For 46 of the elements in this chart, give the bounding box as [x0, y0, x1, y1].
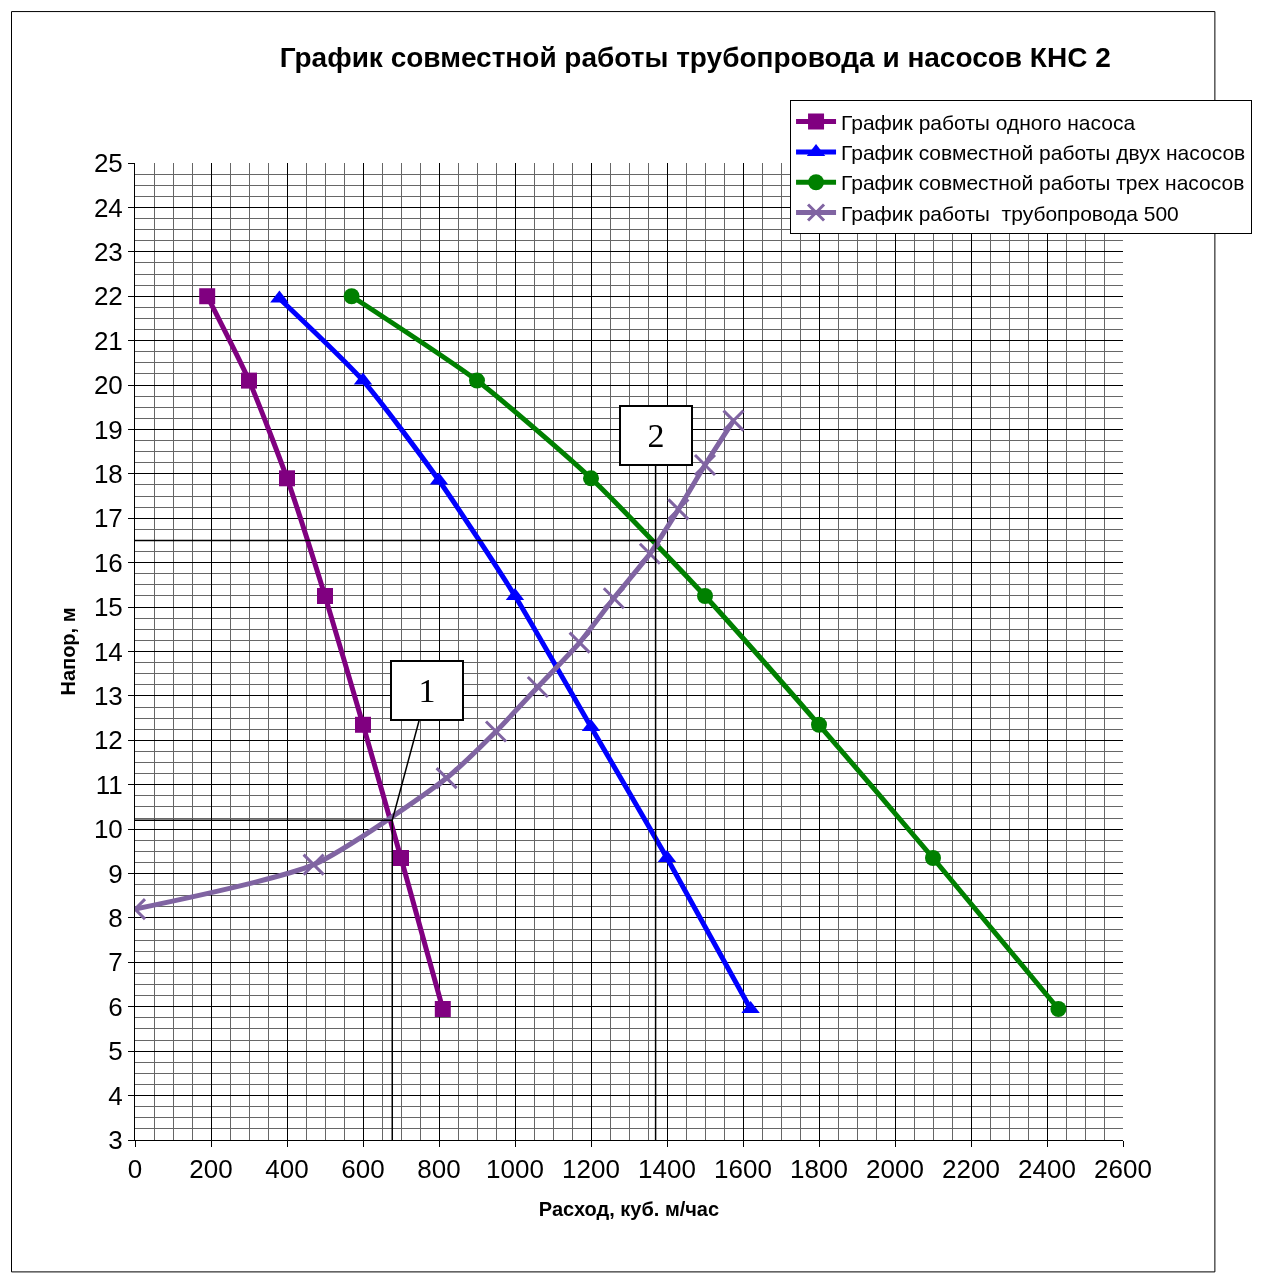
y-tick-label: 6: [108, 991, 123, 1022]
legend-label: График работы трубопровода 500: [841, 201, 1179, 225]
x-tick-label: 1200: [562, 1154, 620, 1185]
legend-label: График совместной работы трех насосов: [841, 171, 1245, 195]
y-tick-label: 5: [108, 1036, 123, 1067]
y-tick-label: 7: [108, 947, 123, 978]
y-tick-label: 15: [93, 592, 123, 623]
x-tick-label: 800: [417, 1154, 461, 1185]
y-tick-label: 14: [93, 636, 123, 667]
x-tick-label: 2400: [1018, 1154, 1076, 1185]
legend-label: График совместной работы двух насосов: [841, 141, 1246, 165]
y-tick-label: 3: [108, 1125, 123, 1156]
annotation: 1: [418, 672, 436, 709]
y-tick-label: 25: [93, 148, 123, 179]
x-tick-label: 1600: [714, 1154, 772, 1185]
x-tick-label: 2200: [942, 1154, 1000, 1185]
x-tick-label: 2000: [866, 1154, 924, 1185]
y-tick-label: 11: [95, 769, 123, 800]
x-tick-label: 1000: [486, 1154, 544, 1185]
x-tick-label: 2600: [1094, 1154, 1152, 1185]
y-tick-label: 10: [93, 814, 123, 845]
y-tick-label: 8: [108, 903, 123, 934]
y-tick-label: 4: [108, 1080, 123, 1111]
y-tick-label: 22: [93, 281, 123, 312]
y-tick-label: 12: [93, 725, 123, 756]
y-tick-label: 19: [93, 414, 123, 445]
x-tick-label: 600: [341, 1154, 385, 1185]
y-axis-title: Напор, м: [57, 607, 80, 696]
y-tick-label: 24: [93, 192, 123, 223]
y-tick-label: 23: [93, 236, 123, 267]
chart-title: График совместной работы трубопровода и насосов КНС 2: [279, 42, 1111, 74]
annotation: 2: [647, 417, 665, 454]
y-tick-label: 16: [93, 547, 123, 578]
y-tick-label: 21: [93, 325, 123, 356]
y-tick-label: 17: [93, 503, 123, 534]
x-tick-label: 200: [189, 1154, 233, 1185]
y-tick-label: 20: [93, 370, 123, 401]
legend-label: График работы одного насоса: [841, 110, 1136, 134]
x-tick-label: 0: [127, 1154, 143, 1185]
x-tick-label: 400: [265, 1154, 309, 1185]
y-tick-label: 9: [108, 858, 123, 889]
y-tick-label: 18: [93, 458, 123, 489]
x-tick-label: 1400: [638, 1154, 696, 1185]
x-axis-title: Расход, куб. м/час: [538, 1197, 720, 1220]
y-tick-label: 13: [93, 681, 123, 712]
x-tick-label: 1800: [790, 1154, 848, 1185]
